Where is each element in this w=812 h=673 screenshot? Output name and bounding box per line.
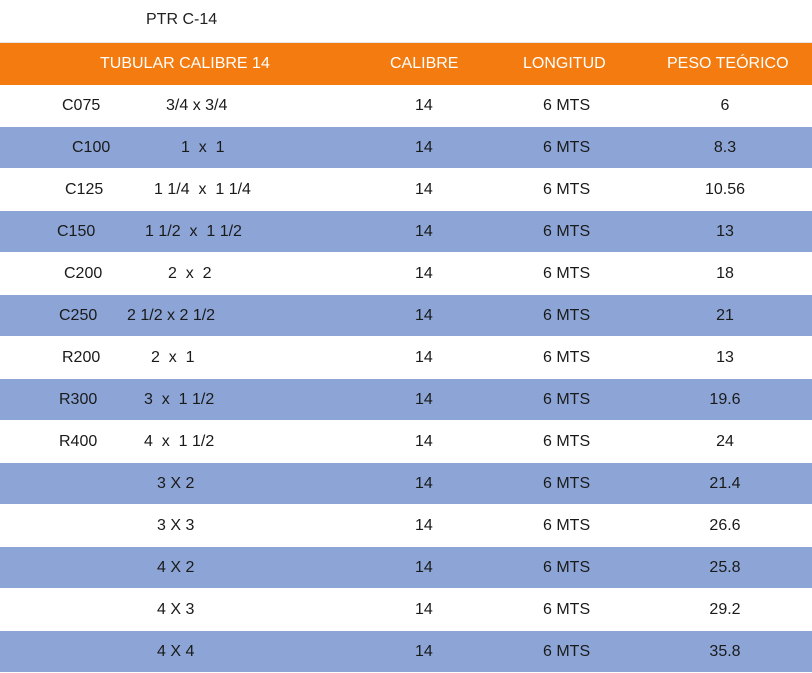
table-row: R200 2 x 1 14 6 MTS 13 [0,337,812,379]
row-size: 2 x 2 [168,265,212,282]
row-peso: 6 [720,97,730,114]
row-size: 4 X 2 [157,559,195,576]
row-code: R400 [59,433,98,450]
row-calibre: 14 [415,349,433,366]
row-code: C100 [72,139,111,156]
table-row: 3 X 3 14 6 MTS 26.6 [0,505,812,547]
row-code: C150 [57,223,96,240]
row-calibre: 14 [415,559,433,576]
row-peso: 35.8 [709,643,741,660]
row-calibre: 14 [415,475,433,492]
row-peso: 26.6 [709,517,741,534]
row-size: 4 X 3 [157,601,195,618]
row-longitud: 6 MTS [543,475,591,492]
table-row: R300 3 x 1 1/2 14 6 MTS 19.6 [0,379,812,421]
table-row: 4 X 4 14 6 MTS 35.8 [0,631,812,673]
table-row: R400 4 x 1 1/2 14 6 MTS 24 [0,421,812,463]
row-longitud: 6 MTS [543,97,591,114]
row-longitud: 6 MTS [543,517,591,534]
row-size: 4 X 4 [157,643,195,660]
header-longitud: LONGITUD [523,55,606,72]
row-calibre: 14 [415,517,433,534]
row-longitud: 6 MTS [543,643,591,660]
row-calibre: 14 [415,97,433,114]
row-size: 1 1/2 x 1 1/2 [145,223,242,240]
row-size: 3/4 x 3/4 [166,97,228,114]
row-longitud: 6 MTS [543,223,591,240]
row-size: 4 x 1 1/2 [144,433,215,450]
table-row: C150 1 1/2 x 1 1/2 14 6 MTS 13 [0,211,812,253]
table-row: C125 1 1/4 x 1 1/4 14 6 MTS 10.56 [0,169,812,211]
table-row: C100 1 x 1 14 6 MTS 8.3 [0,127,812,169]
row-peso: 25.8 [709,559,741,576]
row-calibre: 14 [415,307,433,324]
row-peso: 21 [716,307,734,324]
row-peso: 24 [716,433,734,450]
row-size: 1 1/4 x 1 1/4 [154,181,251,198]
row-size: 2 x 1 [151,349,195,366]
row-peso: 10.56 [704,181,746,198]
row-code: C250 [59,307,98,324]
row-code: R200 [62,349,101,366]
row-longitud: 6 MTS [543,307,591,324]
table-body: C075 3/4 x 3/4 14 6 MTS 6 C100 1 x 1 14 6 MTS 8.3… [0,85,812,673]
header-description: TUBULAR CALIBRE 14 [100,55,270,72]
row-peso: 18 [716,265,734,282]
row-longitud: 6 MTS [543,349,591,366]
header-peso: PESO TEÓRICO [667,55,789,72]
header-calibre: CALIBRE [390,55,459,72]
row-calibre: 14 [415,139,433,156]
row-size: 3 x 1 1/2 [144,391,215,408]
table-header: TUBULAR CALIBRE 14 CALIBRE LONGITUD PESO… [0,43,812,85]
row-longitud: 6 MTS [543,391,591,408]
row-longitud: 6 MTS [543,181,591,198]
row-calibre: 14 [415,223,433,240]
row-longitud: 6 MTS [543,139,591,156]
row-calibre: 14 [415,601,433,618]
sheet-title: PTR C-14 [146,11,218,28]
row-code: C125 [65,181,104,198]
row-calibre: 14 [415,391,433,408]
row-longitud: 6 MTS [543,601,591,618]
row-longitud: 6 MTS [543,559,591,576]
row-code: C075 [62,97,101,114]
row-peso: 13 [716,349,734,366]
table-row: C075 3/4 x 3/4 14 6 MTS 6 [0,85,812,127]
row-size: 3 X 2 [157,475,195,492]
row-peso: 13 [716,223,734,240]
row-longitud: 6 MTS [543,433,591,450]
row-calibre: 14 [415,643,433,660]
table-row: C250 2 1/2 x 2 1/2 14 6 MTS 21 [0,295,812,337]
row-longitud: 6 MTS [543,265,591,282]
row-size: 1 x 1 [181,139,225,156]
row-peso: 19.6 [709,391,741,408]
table-row: 4 X 3 14 6 MTS 29.2 [0,589,812,631]
title-row: PTR C-14 [0,0,812,43]
table-row: C200 2 x 2 14 6 MTS 18 [0,253,812,295]
row-calibre: 14 [415,181,433,198]
row-calibre: 14 [415,433,433,450]
row-peso: 8.3 [713,139,737,156]
row-size: 3 X 3 [157,517,195,534]
table-row: 3 X 2 14 6 MTS 21.4 [0,463,812,505]
row-peso: 21.4 [709,475,741,492]
row-peso: 29.2 [709,601,741,618]
table-row: 4 X 2 14 6 MTS 25.8 [0,547,812,589]
row-code: C200 [64,265,103,282]
row-calibre: 14 [415,265,433,282]
row-code: R300 [59,391,98,408]
row-size: 2 1/2 x 2 1/2 [127,307,216,324]
